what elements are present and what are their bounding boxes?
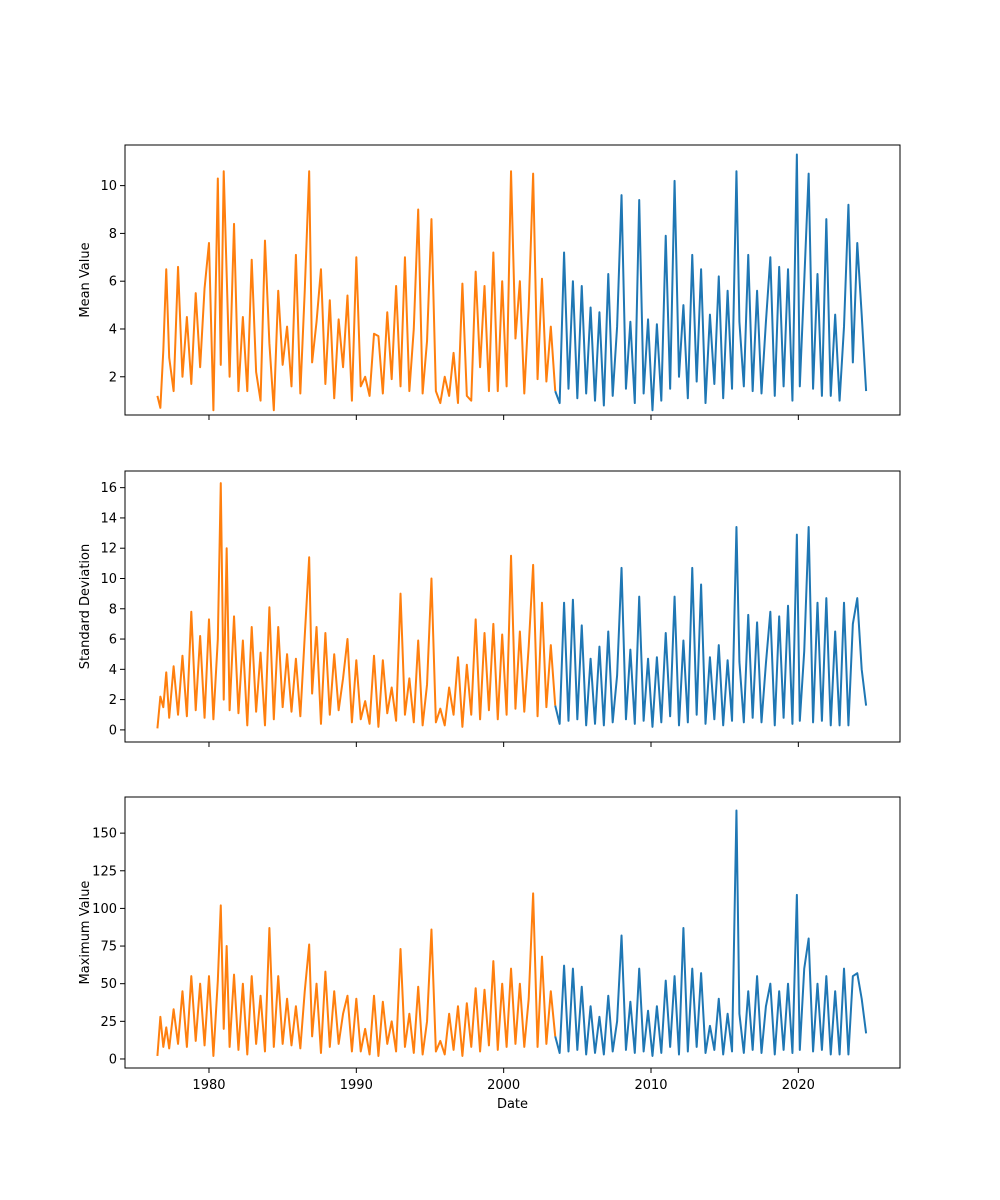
axes-frame [124,796,901,1069]
y-tick-label: 100 [92,902,117,917]
y-tick-label: 12 [100,542,117,557]
y-tick-label: 0 [109,723,117,738]
x-axis-label: Date [497,1097,528,1112]
y-axis-label: Standard Deviation [78,544,93,669]
x-tick-label: 2000 [487,1078,520,1093]
y-tick-label: 4 [109,322,117,337]
subplot-3: 0 25 50 75 100 125 150 1980 1990 2000 2010 2020 Maxi… [78,796,901,1112]
series-line-1 [156,482,557,729]
y-tick-label: 50 [100,977,117,992]
y-tick-label: 125 [92,864,117,879]
y-axis-label: Maximum Value [78,881,93,985]
y-axis-label: Mean Value [78,242,93,317]
y-tick-label: 0 [109,1052,117,1067]
y-tick-label: 10 [100,179,117,194]
y-tick-label: 6 [109,275,117,290]
x-tick-label: 2020 [782,1078,815,1093]
series-line-1 [156,170,557,412]
y-tick-label: 4 [109,663,117,678]
x-tick-label: 2010 [634,1078,667,1093]
axes-frame [124,144,901,416]
y-tick-label: 6 [109,633,117,648]
series-line-1 [156,892,557,1057]
series-line-2 [554,153,868,412]
y-tick-label: 2 [109,370,117,385]
y-tick-label: 10 [100,572,117,587]
y-tick-label: 2 [109,693,117,708]
series-line-2 [554,526,868,728]
y-tick-label: 150 [92,827,117,842]
x-tick-label: 1980 [192,1078,225,1093]
subplot-1: 2 4 6 8 10 Mean Value [78,144,901,420]
y-tick-label: 8 [109,602,117,617]
axes-frame [124,470,901,743]
x-tick-label: 1990 [340,1078,373,1093]
y-tick-label: 25 [100,1015,117,1030]
subplots: 2 4 6 8 10 Mean Value 0 2 4 6 8 10 12 14 16 Standard De… [78,144,901,1112]
subplot-2: 0 2 4 6 8 10 12 14 16 Standard Deviation [78,470,901,747]
y-tick-label: 16 [100,481,117,496]
series-line-2 [554,809,868,1057]
y-tick-label: 14 [100,511,117,526]
y-tick-label: 8 [109,227,117,242]
y-tick-label: 75 [100,940,117,955]
